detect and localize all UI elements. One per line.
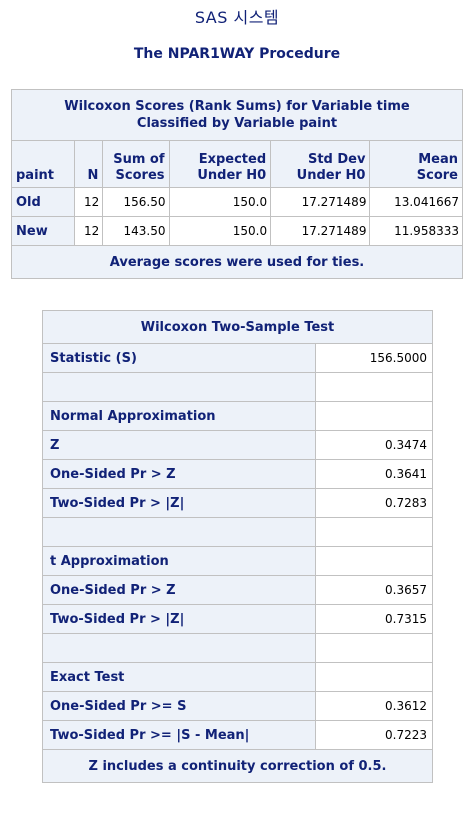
table-row: t Approximation	[42, 546, 433, 576]
test-row-label: Exact Test	[42, 662, 316, 692]
test-row-label: One-Sided Pr > Z	[42, 575, 316, 605]
cell-sum-scores: 143.50	[102, 216, 170, 246]
test-row-label	[42, 517, 316, 547]
test-row-label: Z	[42, 430, 316, 460]
table-row: Normal Approximation	[42, 401, 433, 431]
col-header-mean-score: Mean Score	[369, 140, 463, 188]
test-row-value: 0.7223	[315, 720, 433, 750]
table-row: Two-Sided Pr >= |S - Mean| 0.7223	[42, 720, 433, 750]
test-row-label: One-Sided Pr > Z	[42, 459, 316, 489]
table-row	[42, 517, 433, 547]
col-header-stddev: Std Dev Under H0	[270, 140, 371, 188]
col-header-sum-scores: Sum of Scores	[102, 140, 170, 188]
cell-n: 12	[73, 216, 104, 246]
table-row: Two-Sided Pr > |Z| 0.7283	[42, 488, 433, 518]
test-row-value	[315, 633, 433, 663]
col-header-paint: paint	[11, 140, 75, 188]
scores-caption-line2: Classified by Variable paint	[136, 116, 338, 131]
test-table-caption: Wilcoxon Two-Sample Test	[42, 310, 433, 344]
test-row-label: Two-Sided Pr > |Z|	[42, 604, 316, 634]
table-row	[42, 372, 433, 402]
test-row-value: 0.3657	[315, 575, 433, 605]
table-row: Two-Sided Pr > |Z| 0.7315	[42, 604, 433, 634]
test-row-value: 0.3474	[315, 430, 433, 460]
test-row-value	[315, 517, 433, 547]
test-row-value: 0.7283	[315, 488, 433, 518]
test-row-value: 0.3641	[315, 459, 433, 489]
cell-mean-score: 11.958333	[369, 216, 463, 246]
cell-n: 12	[73, 187, 104, 217]
test-row-value	[315, 662, 433, 692]
table-row: One-Sided Pr > Z 0.3641	[42, 459, 433, 489]
table-row: Z 0.3474	[42, 430, 433, 460]
scores-header-row: paint N Sum of Scores Expected Under H0 St…	[11, 140, 463, 188]
cell-stddev: 17.271489	[270, 216, 371, 246]
procedure-title: The NPAR1WAY Procedure	[133, 46, 341, 62]
test-row-label: Statistic (S)	[42, 343, 316, 373]
table-row	[42, 633, 433, 663]
row-label-paint: Old	[11, 187, 75, 217]
test-row-label	[42, 372, 316, 402]
wilcoxon-scores-table: Wilcoxon Scores (Rank Sums) for Variable…	[11, 89, 463, 279]
table-row: One-Sided Pr > Z 0.3657	[42, 575, 433, 605]
test-row-value: 156.5000	[315, 343, 433, 373]
test-row-label	[42, 633, 316, 663]
cell-mean-score: 13.041667	[369, 187, 463, 217]
test-row-label: Two-Sided Pr >= |S - Mean|	[42, 720, 316, 750]
scores-table-caption: Wilcoxon Scores (Rank Sums) for Variable…	[11, 89, 463, 141]
table-row: Exact Test	[42, 662, 433, 692]
test-row-label: Normal Approximation	[42, 401, 316, 431]
wilcoxon-two-sample-test-table: Wilcoxon Two-Sample Test Statistic (S) 15…	[42, 310, 433, 783]
test-row-value	[315, 372, 433, 402]
test-row-value: 0.3612	[315, 691, 433, 721]
scores-table-footnote: Average scores were used for ties.	[11, 245, 463, 279]
table-row: New 12 143.50 150.0 17.271489 11.958333	[11, 216, 463, 246]
test-table-footnote: Z includes a continuity correction of 0.…	[42, 749, 433, 783]
test-row-label: t Approximation	[42, 546, 316, 576]
col-header-n: N	[73, 140, 104, 188]
test-row-value	[315, 401, 433, 431]
table-row: One-Sided Pr >= S 0.3612	[42, 691, 433, 721]
test-row-label: One-Sided Pr >= S	[42, 691, 316, 721]
cell-sum-scores: 156.50	[102, 187, 170, 217]
test-row-value: 0.7315	[315, 604, 433, 634]
col-header-expected: Expected Under H0	[168, 140, 272, 188]
table-row: Statistic (S) 156.5000	[42, 343, 433, 373]
test-row-value	[315, 546, 433, 576]
cell-expected: 150.0	[168, 216, 272, 246]
test-row-label: Two-Sided Pr > |Z|	[42, 488, 316, 518]
cell-stddev: 17.271489	[270, 187, 371, 217]
row-label-paint: New	[11, 216, 75, 246]
table-row: Old 12 156.50 150.0 17.271489 13.041667	[11, 187, 463, 217]
cell-expected: 150.0	[168, 187, 272, 217]
system-title: SAS 시스템	[194, 8, 280, 27]
scores-caption-line1: Wilcoxon Scores (Rank Sums) for Variable…	[64, 99, 410, 114]
